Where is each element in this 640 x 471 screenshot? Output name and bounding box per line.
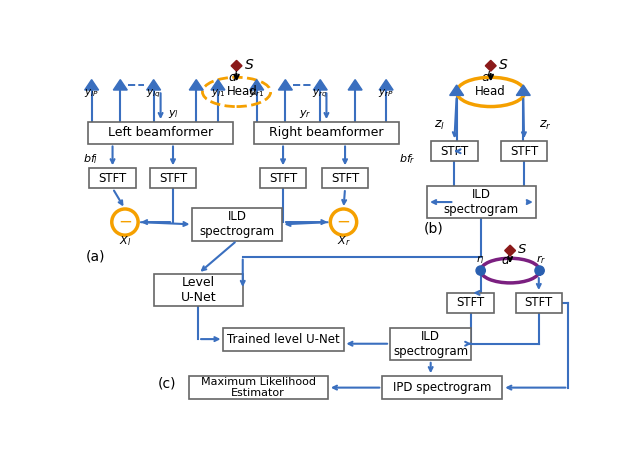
Text: (a): (a): [86, 250, 106, 264]
Text: $S$: $S$: [498, 58, 508, 72]
Text: STFT: STFT: [510, 145, 538, 158]
Text: ILD
spectrogram: ILD spectrogram: [200, 211, 275, 238]
Text: ILD
spectrogram: ILD spectrogram: [444, 188, 519, 216]
Bar: [88, 122, 234, 144]
Polygon shape: [231, 60, 242, 71]
Text: $r_l$: $r_l$: [476, 253, 485, 266]
Text: Trained level U-Net: Trained level U-Net: [227, 333, 340, 346]
Polygon shape: [189, 80, 204, 90]
Bar: [516, 293, 562, 313]
Bar: [223, 327, 344, 351]
Bar: [447, 293, 494, 313]
Bar: [322, 168, 368, 188]
Text: −: −: [118, 213, 132, 231]
Text: $bf_l$: $bf_l$: [83, 152, 98, 166]
Polygon shape: [485, 60, 496, 71]
Polygon shape: [147, 80, 161, 90]
Text: ILD
spectrogram: ILD spectrogram: [393, 330, 468, 358]
Polygon shape: [113, 80, 127, 90]
Polygon shape: [516, 85, 531, 96]
Text: Head: Head: [476, 85, 506, 98]
Text: STFT: STFT: [99, 172, 127, 185]
Text: $bf_r$: $bf_r$: [399, 152, 416, 166]
Text: $y_l$: $y_l$: [168, 108, 179, 120]
Bar: [150, 168, 196, 188]
Text: STFT: STFT: [331, 172, 359, 185]
Text: $y_r$: $y_r$: [298, 108, 311, 120]
Circle shape: [330, 209, 356, 235]
Text: STFT: STFT: [525, 296, 553, 309]
Bar: [390, 327, 472, 360]
Text: $z_r$: $z_r$: [539, 119, 551, 132]
Text: $y_{rq}$: $y_{rq}$: [312, 87, 328, 100]
Bar: [253, 122, 399, 144]
Bar: [90, 168, 136, 188]
Bar: [501, 141, 547, 161]
Bar: [382, 376, 502, 399]
Circle shape: [476, 266, 485, 275]
Circle shape: [535, 266, 544, 275]
Bar: [189, 376, 328, 399]
Bar: [431, 141, 477, 161]
Circle shape: [112, 209, 138, 235]
Polygon shape: [505, 245, 516, 256]
Text: $y_{rP}$: $y_{rP}$: [378, 88, 394, 99]
Bar: [154, 274, 243, 306]
Text: Right beamformer: Right beamformer: [269, 126, 384, 139]
Text: STFT: STFT: [269, 172, 297, 185]
Text: $d$: $d$: [501, 253, 510, 267]
Text: $r_r$: $r_r$: [536, 253, 546, 266]
Polygon shape: [278, 80, 292, 90]
Text: Head: Head: [227, 85, 258, 98]
Text: $y_{lP}$: $y_{lP}$: [84, 88, 99, 99]
Text: −: −: [337, 213, 351, 231]
Polygon shape: [250, 80, 264, 90]
Text: Maximum Likelihood
Estimator: Maximum Likelihood Estimator: [201, 377, 316, 398]
Text: IPD spectrogram: IPD spectrogram: [393, 381, 492, 394]
Bar: [193, 208, 282, 241]
Text: $S$: $S$: [517, 244, 527, 256]
Bar: [260, 168, 307, 188]
Text: $X_l$: $X_l$: [119, 235, 131, 248]
Text: $y_{l1}$: $y_{l1}$: [211, 88, 225, 99]
Text: $S$: $S$: [244, 58, 254, 72]
Text: $y_{lq}$: $y_{lq}$: [147, 87, 161, 100]
Text: Left beamformer: Left beamformer: [108, 126, 213, 139]
Text: $X_r$: $X_r$: [337, 235, 350, 248]
Text: (b): (b): [424, 221, 444, 235]
Polygon shape: [211, 80, 225, 90]
Text: STFT: STFT: [440, 145, 468, 158]
Polygon shape: [450, 85, 463, 96]
Text: $d$: $d$: [228, 70, 238, 83]
Polygon shape: [84, 80, 99, 90]
Text: (c): (c): [157, 377, 176, 390]
Text: Level
U-Net: Level U-Net: [180, 276, 216, 304]
Polygon shape: [379, 80, 393, 90]
Text: STFT: STFT: [159, 172, 187, 185]
Polygon shape: [348, 80, 362, 90]
Text: $z_l$: $z_l$: [434, 119, 445, 132]
Polygon shape: [313, 80, 327, 90]
Text: STFT: STFT: [456, 296, 484, 309]
Text: $d$: $d$: [481, 70, 492, 83]
Text: $y_{r1}$: $y_{r1}$: [249, 88, 264, 99]
Bar: [428, 186, 536, 218]
